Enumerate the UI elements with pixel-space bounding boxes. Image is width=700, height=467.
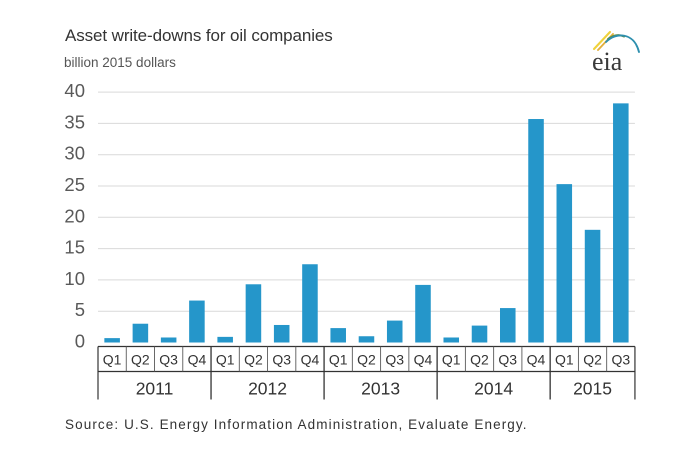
svg-text:Q3: Q3 — [159, 352, 178, 368]
svg-text:Q2: Q2 — [244, 352, 263, 368]
svg-text:Q1: Q1 — [555, 352, 574, 368]
svg-text:Q1: Q1 — [329, 352, 348, 368]
svg-text:30: 30 — [64, 143, 85, 164]
svg-text:Q2: Q2 — [131, 352, 150, 368]
svg-text:Q3: Q3 — [611, 352, 630, 368]
svg-text:2015: 2015 — [573, 379, 612, 399]
svg-text:Q3: Q3 — [272, 352, 291, 368]
svg-text:25: 25 — [64, 174, 85, 195]
svg-text:eia: eia — [592, 47, 623, 76]
svg-text:0: 0 — [75, 331, 85, 352]
svg-text:5: 5 — [75, 299, 85, 320]
svg-text:Q4: Q4 — [188, 352, 207, 368]
svg-text:Q3: Q3 — [385, 352, 404, 368]
svg-text:Q1: Q1 — [216, 352, 235, 368]
svg-text:2012: 2012 — [248, 379, 287, 399]
svg-text:Q3: Q3 — [498, 352, 517, 368]
svg-text:Q2: Q2 — [583, 352, 602, 368]
svg-text:20: 20 — [64, 205, 85, 226]
svg-text:35: 35 — [64, 111, 85, 132]
svg-text:Q4: Q4 — [301, 352, 320, 368]
svg-text:2013: 2013 — [361, 379, 400, 399]
svg-text:Q2: Q2 — [357, 352, 376, 368]
svg-text:40: 40 — [64, 80, 85, 101]
svg-text:2011: 2011 — [136, 379, 174, 399]
svg-text:Q4: Q4 — [527, 352, 546, 368]
svg-text:10: 10 — [64, 268, 85, 289]
svg-text:Q4: Q4 — [414, 352, 433, 368]
svg-text:15: 15 — [64, 237, 85, 258]
svg-text:Q2: Q2 — [470, 352, 489, 368]
svg-text:2014: 2014 — [474, 379, 513, 399]
svg-text:Q1: Q1 — [442, 352, 461, 368]
svg-text:Q1: Q1 — [103, 352, 122, 368]
